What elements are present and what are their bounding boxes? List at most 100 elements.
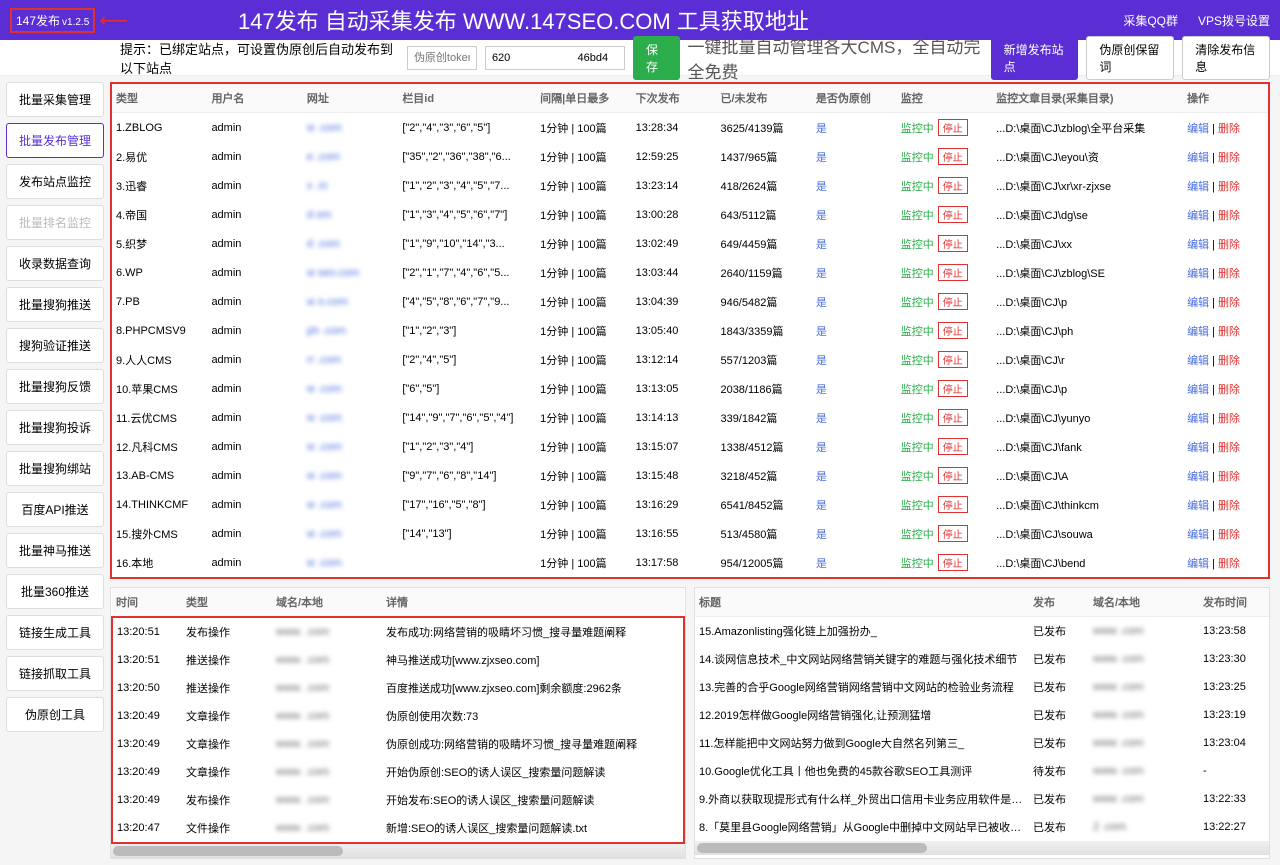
stop-button[interactable]: 停止 — [938, 496, 968, 513]
sidebar-item-13[interactable]: 链接生成工具 — [6, 615, 104, 650]
delete-link[interactable]: 删除 — [1218, 529, 1240, 541]
table-row: 10.苹果CMSadminw .com["6","5"]1分钟 | 100篇13… — [112, 374, 1268, 403]
delete-link[interactable]: 删除 — [1218, 210, 1240, 222]
list-item: 15.Amazonlisting强化链上加强扮办_已发布www .com13:2… — [695, 617, 1269, 646]
edit-link[interactable]: 编辑 — [1187, 239, 1209, 251]
add-site-button[interactable]: 新增发布站点 — [991, 36, 1079, 80]
toolbar: 提示：已绑定站点，可设置伪原创后自动发布到以下站点 保存 一键批量自动管理各大C… — [0, 40, 1280, 76]
delete-link[interactable]: 删除 — [1218, 558, 1240, 570]
delete-link[interactable]: 删除 — [1218, 268, 1240, 280]
col-4: 间隔|单日最多 — [536, 84, 631, 113]
token-value[interactable] — [485, 46, 625, 70]
stop-button[interactable]: 停止 — [938, 293, 968, 310]
list-item: 14.谈网信息技术_中文网站网络营销关键字的难题与强化技术细节已发布www .c… — [695, 645, 1269, 673]
table-row: 15.搜外CMSadminw .com["14","13"]1分钟 | 100篇… — [112, 519, 1268, 548]
list-item: 13:20:49文章操作www. .com开始伪原创:SEO的诱人误区_搜索量问… — [112, 758, 684, 786]
stop-button[interactable]: 停止 — [938, 119, 968, 136]
delete-link[interactable]: 删除 — [1218, 384, 1240, 396]
delete-link[interactable]: 删除 — [1218, 413, 1240, 425]
col-0: 类型 — [112, 84, 207, 113]
edit-link[interactable]: 编辑 — [1187, 471, 1209, 483]
list-item: 13:20:49文章操作www. .com伪原创使用次数:73 — [112, 702, 684, 730]
delete-link[interactable]: 删除 — [1218, 123, 1240, 135]
stop-button[interactable]: 停止 — [938, 148, 968, 165]
sidebar-item-1[interactable]: 批量发布管理 — [6, 123, 104, 158]
edit-link[interactable]: 编辑 — [1187, 123, 1209, 135]
link-qq[interactable]: 采集QQ群 — [1123, 12, 1178, 29]
sidebar-item-15[interactable]: 伪原创工具 — [6, 697, 104, 732]
sidebar-item-2[interactable]: 发布站点监控 — [6, 164, 104, 199]
delete-link[interactable]: 删除 — [1218, 442, 1240, 454]
stop-button[interactable]: 停止 — [938, 438, 968, 455]
stop-button[interactable]: 停止 — [938, 467, 968, 484]
link-vps[interactable]: VPS拨号设置 — [1198, 12, 1270, 29]
sidebar-item-4[interactable]: 收录数据查询 — [6, 246, 104, 281]
delete-link[interactable]: 删除 — [1218, 500, 1240, 512]
edit-link[interactable]: 编辑 — [1187, 413, 1209, 425]
stop-button[interactable]: 停止 — [938, 177, 968, 194]
stop-button[interactable]: 停止 — [938, 235, 968, 252]
clear-info-button[interactable]: 清除发布信息 — [1182, 36, 1270, 80]
edit-link[interactable]: 编辑 — [1187, 210, 1209, 222]
list-item: 13:20:49发布操作www. .com开始发布:SEO的诱人误区_搜索量问题… — [112, 786, 684, 814]
edit-link[interactable]: 编辑 — [1187, 355, 1209, 367]
logo: 147发布 — [16, 14, 60, 28]
keep-word-button[interactable]: 伪原创保留词 — [1086, 36, 1174, 80]
stop-button[interactable]: 停止 — [938, 554, 968, 571]
sidebar-item-12[interactable]: 批量360推送 — [6, 574, 104, 609]
col-2: 网址 — [303, 84, 398, 113]
log-left: 时间类型域名/本地详情13:20:51发布操作www. .com发布成功:网络营… — [110, 587, 686, 859]
stop-button[interactable]: 停止 — [938, 264, 968, 281]
sidebar-item-9[interactable]: 批量搜狗绑站 — [6, 451, 104, 486]
delete-link[interactable]: 删除 — [1218, 471, 1240, 483]
edit-link[interactable]: 编辑 — [1187, 384, 1209, 396]
delete-link[interactable]: 删除 — [1218, 355, 1240, 367]
edit-link[interactable]: 编辑 — [1187, 500, 1209, 512]
col-8: 监控 — [897, 84, 992, 113]
edit-link[interactable]: 编辑 — [1187, 442, 1209, 454]
stop-button[interactable]: 停止 — [938, 525, 968, 542]
delete-link[interactable]: 删除 — [1218, 239, 1240, 251]
stop-button[interactable]: 停止 — [938, 380, 968, 397]
table-row: 8.PHPCMSV9adminph .com["1","2","3"]1分钟 |… — [112, 316, 1268, 345]
table-row: 3.迅睿adminx .m["1","2","3","4","5","7...1… — [112, 171, 1268, 200]
sidebar-item-8[interactable]: 批量搜狗投诉 — [6, 410, 104, 445]
table-row: 4.帝国admind om["1","3","4","5","6","7"]1分… — [112, 200, 1268, 229]
token-input[interactable] — [407, 46, 477, 70]
sidebar-item-0[interactable]: 批量采集管理 — [6, 82, 104, 117]
edit-link[interactable]: 编辑 — [1187, 558, 1209, 570]
version: v1.2.5 — [62, 17, 89, 28]
sidebar-item-3[interactable]: 批量排名监控 — [6, 205, 104, 240]
edit-link[interactable]: 编辑 — [1187, 529, 1209, 541]
sidebar-item-10[interactable]: 百度API推送 — [6, 492, 104, 527]
list-item: 10.Google优化工具丨他也免费的45款谷歌SEO工具测评待发布www .c… — [695, 757, 1269, 785]
edit-link[interactable]: 编辑 — [1187, 268, 1209, 280]
slogan: 一键批量自动管理各大CMS，全自动完全免费 — [688, 33, 983, 83]
stop-button[interactable]: 停止 — [938, 351, 968, 368]
sidebar-item-7[interactable]: 批量搜狗反馈 — [6, 369, 104, 404]
delete-link[interactable]: 删除 — [1218, 326, 1240, 338]
stop-button[interactable]: 停止 — [938, 322, 968, 339]
list-item: 13.完善的合乎Google网络营销网络营销中文网站的检验业务流程已发布www … — [695, 673, 1269, 701]
stop-button[interactable]: 停止 — [938, 206, 968, 223]
edit-link[interactable]: 编辑 — [1187, 326, 1209, 338]
delete-link[interactable]: 删除 — [1218, 297, 1240, 309]
log-right: 标题发布域名/本地发布时间15.Amazonlisting强化链上加强扮办_已发… — [694, 587, 1270, 859]
edit-link[interactable]: 编辑 — [1187, 297, 1209, 309]
edit-link[interactable]: 编辑 — [1187, 181, 1209, 193]
stop-button[interactable]: 停止 — [938, 409, 968, 426]
table-row: 11.云优CMSadminw .com["14","9","7","6","5"… — [112, 403, 1268, 432]
sidebar-item-14[interactable]: 链接抓取工具 — [6, 656, 104, 691]
delete-link[interactable]: 删除 — [1218, 152, 1240, 164]
edit-link[interactable]: 编辑 — [1187, 152, 1209, 164]
list-item: 13:20:50推送操作www. .com百度推送成功[www.zjxseo.c… — [112, 674, 684, 702]
sidebar-item-11[interactable]: 批量神马推送 — [6, 533, 104, 568]
sidebar-item-5[interactable]: 批量搜狗推送 — [6, 287, 104, 322]
save-button[interactable]: 保存 — [633, 36, 680, 80]
delete-link[interactable]: 删除 — [1218, 181, 1240, 193]
col-5: 下次发布 — [632, 84, 717, 113]
table-row: 5.织梦admind .com["1","9","10","14","3...1… — [112, 229, 1268, 258]
sidebar-item-6[interactable]: 搜狗验证推送 — [6, 328, 104, 363]
table-row: 2.易优admine .com["35","2","36","38","6...… — [112, 142, 1268, 171]
col-3: 栏目id — [398, 84, 536, 113]
